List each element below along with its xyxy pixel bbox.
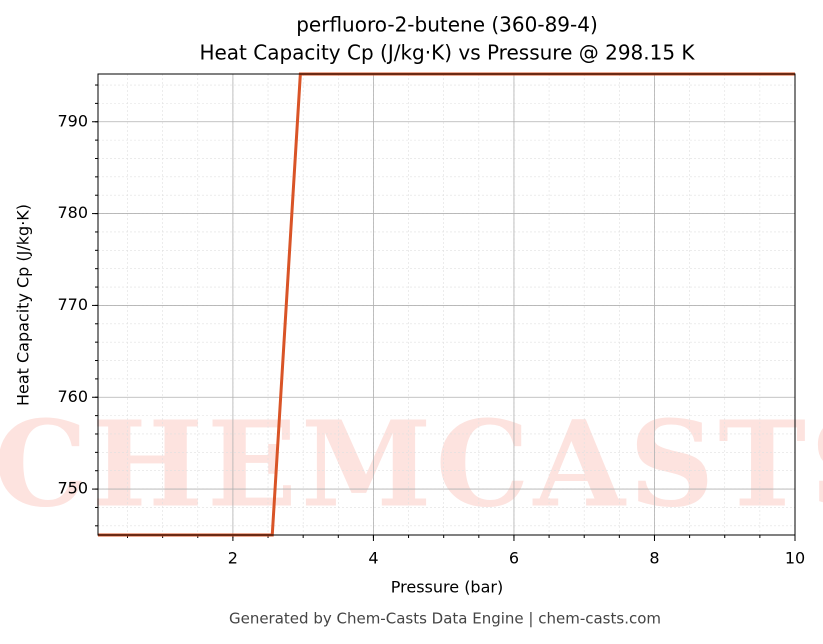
y-tick-label: 750 (57, 479, 88, 498)
y-tick-label: 790 (57, 111, 88, 130)
footer: Generated by Chem-Casts Data Engine | ch… (229, 610, 661, 628)
x-axis-label: Pressure (bar) (391, 578, 503, 597)
watermark: CHEMCASTS (0, 395, 823, 534)
x-tick-label: 4 (368, 549, 378, 568)
y-tick-label: 770 (57, 295, 88, 314)
x-tick-label: 6 (509, 549, 519, 568)
chart-subtitle: Heat Capacity Cp (J/kg·K) vs Pressure @ … (199, 41, 695, 65)
chart-title: perfluoro-2-butene (360-89-4) (296, 13, 598, 37)
y-axis-label: Heat Capacity Cp (J/kg·K) (14, 204, 33, 406)
x-tick-label: 2 (228, 549, 238, 568)
y-tick-label: 780 (57, 203, 88, 222)
y-tick-label: 760 (57, 387, 88, 406)
plot-frame (97, 73, 796, 536)
x-tick-label: 10 (785, 549, 805, 568)
x-tick-label: 8 (649, 549, 659, 568)
